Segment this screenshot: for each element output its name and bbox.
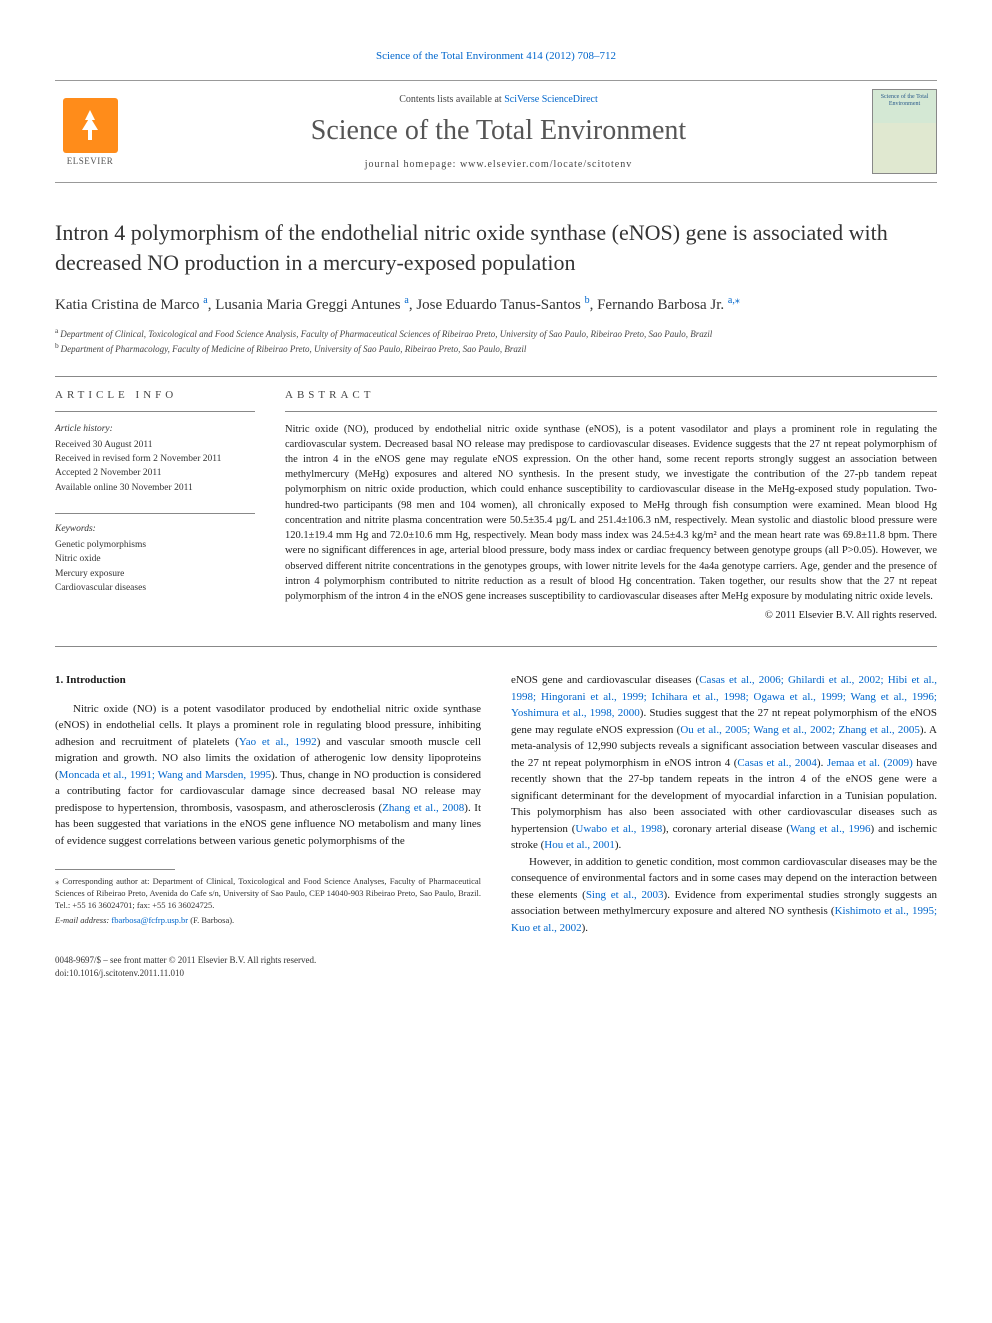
author: Fernando Barbosa Jr. a,⁎ [597, 297, 740, 313]
affiliation: b Department of Pharmacology, Faculty of… [55, 341, 937, 356]
author: Jose Eduardo Tanus-Santos b [416, 297, 589, 313]
body-paragraph: However, in addition to genetic conditio… [511, 854, 937, 937]
journal-homepage: journal homepage: www.elsevier.com/locat… [125, 159, 872, 170]
abstract-label: ABSTRACT [285, 389, 937, 401]
article-info-label: ARTICLE INFO [55, 389, 255, 401]
author-list: Katia Cristina de Marco a, Lusania Maria… [55, 295, 937, 314]
keywords-heading: Keywords: [55, 522, 255, 536]
journal-cover-thumbnail: Science of the Total Environment [872, 89, 937, 174]
citation-link[interactable]: Uwabo et al., 1998 [575, 823, 662, 835]
publisher-logo: ELSEVIER [55, 92, 125, 172]
history-item: Received in revised form 2 November 2011 [55, 452, 255, 466]
divider [55, 513, 255, 514]
journal-name: Science of the Total Environment [125, 115, 872, 147]
body-paragraph: eNOS gene and cardiovascular diseases (C… [511, 672, 937, 854]
email-link[interactable]: fbarbosa@fcfrp.usp.br [111, 915, 188, 925]
abstract-text: Nitric oxide (NO), produced by endotheli… [285, 422, 937, 605]
citation-link[interactable]: Sing et al., 2003 [586, 889, 664, 901]
body-paragraph: Nitric oxide (NO) is a potent vasodilato… [55, 701, 481, 850]
affiliations: a Department of Clinical, Toxicological … [55, 326, 937, 355]
divider [55, 646, 937, 647]
citation-link[interactable]: Moncada et al., 1991; Wang and Marsden, … [59, 769, 271, 781]
keyword: Cardiovascular diseases [55, 581, 255, 595]
citation-link[interactable]: Jemaa et al. (2009) [827, 757, 913, 769]
author: Katia Cristina de Marco a [55, 297, 208, 313]
sciencedirect-link[interactable]: SciVerse ScienceDirect [504, 94, 598, 105]
doi-line: doi:10.1016/j.scitotenv.2011.11.010 [55, 967, 937, 980]
divider [285, 411, 937, 412]
footnote-separator [55, 869, 175, 870]
section-heading-introduction: 1. Introduction [55, 672, 481, 689]
article-title: Intron 4 polymorphism of the endothelial… [55, 218, 937, 277]
keyword: Genetic polymorphisms [55, 538, 255, 552]
journal-citation[interactable]: Science of the Total Environment 414 (20… [55, 50, 937, 62]
publisher-name: ELSEVIER [67, 156, 114, 166]
keyword: Mercury exposure [55, 567, 255, 581]
abstract-copyright: © 2011 Elsevier B.V. All rights reserved… [285, 610, 937, 621]
keyword: Nitric oxide [55, 552, 255, 566]
journal-header: ELSEVIER Contents lists available at Sci… [55, 80, 937, 183]
citation-link[interactable]: Wang et al., 1996 [790, 823, 871, 835]
citation-link[interactable]: Hou et al., 2001 [544, 839, 615, 851]
elsevier-tree-icon [63, 98, 118, 153]
history-item: Available online 30 November 2011 [55, 481, 255, 495]
citation-link[interactable]: Yao et al., 1992 [239, 736, 317, 748]
citation-link[interactable]: Zhang et al., 2008 [382, 802, 464, 814]
author: Lusania Maria Greggi Antunes a [215, 297, 409, 313]
contents-available: Contents lists available at SciVerse Sci… [125, 94, 872, 105]
history-item: Accepted 2 November 2011 [55, 466, 255, 480]
history-item: Received 30 August 2011 [55, 438, 255, 452]
divider [55, 411, 255, 412]
front-matter-line: 0048-9697/$ – see front matter © 2011 El… [55, 954, 937, 967]
divider [55, 376, 937, 377]
email-footnote: E-mail address: fbarbosa@fcfrp.usp.br (F… [55, 915, 481, 927]
corresponding-author-footnote: ⁎ Corresponding author at: Department of… [55, 876, 481, 912]
citation-link[interactable]: Casas et al., 2004 [737, 757, 817, 769]
citation-link[interactable]: Ou et al., 2005; Wang et al., 2002; Zhan… [680, 724, 920, 736]
affiliation: a Department of Clinical, Toxicological … [55, 326, 937, 341]
article-history-heading: Article history: [55, 422, 255, 436]
